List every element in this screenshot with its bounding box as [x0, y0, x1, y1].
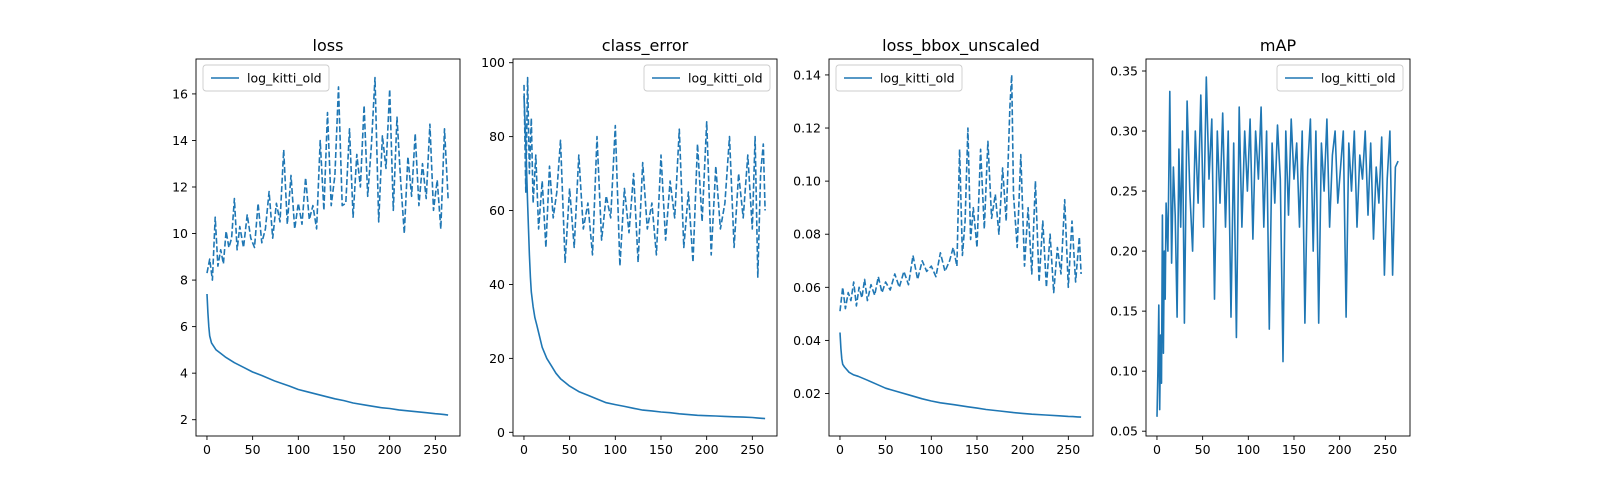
x-tick-label: 150: [332, 442, 356, 457]
plot-frame: [195, 58, 461, 437]
y-tick-label: 6: [180, 319, 188, 334]
x-tick-label: 200: [1011, 442, 1035, 457]
legend-label: log_kitti_old: [1321, 71, 1396, 86]
y-tick-label: 80: [489, 129, 505, 144]
plot-frame: [1145, 58, 1411, 437]
y-tick-label: 40: [489, 277, 505, 292]
legend-box: [835, 64, 963, 92]
y-tick-label: 0.20: [1110, 244, 1138, 259]
chart-title: class_error: [602, 36, 689, 56]
x-tick-label: 50: [878, 442, 894, 457]
y-tick-label: 16: [172, 86, 188, 101]
y-tick-label: 0.02: [793, 386, 821, 401]
x-tick-label: 0: [203, 442, 211, 457]
y-tick-label: 12: [172, 179, 188, 194]
series-line-dashed: [523, 76, 766, 278]
y-tick-label: 2: [180, 412, 188, 427]
series-line-dashed: [839, 74, 1082, 312]
x-tick-label: 0: [1153, 442, 1161, 457]
legend-label: log_kitti_old: [880, 71, 955, 86]
series-line-solid: [206, 293, 449, 416]
chart-panel-0: loss 0 50 100 150 200 250 2 4 6 8 10 12 14 16 log_kitti…: [172, 36, 461, 457]
x-tick-label: 250: [740, 442, 764, 457]
y-tick-label: 4: [180, 366, 188, 381]
x-tick-label: 200: [378, 442, 402, 457]
x-tick-label: 50: [245, 442, 261, 457]
x-tick-label: 250: [1056, 442, 1080, 457]
y-tick-label: 0.06: [793, 280, 821, 295]
x-tick-label: 100: [919, 442, 943, 457]
y-tick-label: 0: [497, 425, 505, 440]
y-tick-label: 10: [172, 226, 188, 241]
x-tick-label: 200: [695, 442, 719, 457]
y-tick-label: 8: [180, 273, 188, 288]
y-tick-label: 0.15: [1110, 304, 1138, 319]
legend: log_kitti_old: [835, 64, 963, 92]
y-tick-label: 0.30: [1110, 124, 1138, 139]
chart-panel-3: mAP 0 50 100 150 200 250 0.05 0.10 0.15 0.20 0.25 0.…: [1110, 36, 1411, 457]
x-tick-label: 50: [562, 442, 578, 457]
series-line-solid: [839, 332, 1082, 418]
legend-label: log_kitti_old: [688, 71, 763, 86]
x-tick-label: 100: [286, 442, 310, 457]
x-tick-label: 250: [423, 442, 447, 457]
y-tick-label: 0.05: [1110, 424, 1138, 439]
legend: log_kitti_old: [202, 64, 330, 92]
legend-box: [202, 64, 330, 92]
x-tick-label: 100: [603, 442, 627, 457]
series-line-solid: [523, 95, 766, 420]
x-tick-label: 250: [1373, 442, 1397, 457]
chart-panel-1: class_error 0 50 100 150 200 250 0 20 40 60 80 100 lo…: [481, 36, 778, 457]
legend-box: [643, 64, 771, 92]
y-tick-label: 100: [481, 55, 505, 70]
legend-label: log_kitti_old: [247, 71, 322, 86]
plot-frame: [512, 58, 778, 437]
plot-frame: [828, 58, 1094, 437]
x-tick-label: 150: [1282, 442, 1306, 457]
x-tick-label: 200: [1328, 442, 1352, 457]
y-tick-label: 20: [489, 351, 505, 366]
x-tick-label: 100: [1236, 442, 1260, 457]
x-tick-label: 150: [649, 442, 673, 457]
y-tick-label: 0.14: [793, 67, 821, 82]
chart-title: loss: [313, 36, 344, 55]
series-line-solid: [1156, 76, 1399, 417]
series-line-dashed: [206, 76, 449, 281]
x-tick-label: 50: [1195, 442, 1211, 457]
chart-title: loss_bbox_unscaled: [882, 36, 1040, 56]
y-tick-label: 60: [489, 203, 505, 218]
y-tick-label: 0.08: [793, 227, 821, 242]
chart-title: mAP: [1260, 36, 1297, 55]
y-tick-label: 0.25: [1110, 184, 1138, 199]
legend: log_kitti_old: [1276, 64, 1404, 92]
y-tick-label: 0.04: [793, 333, 821, 348]
y-tick-label: 0.10: [793, 174, 821, 189]
y-tick-label: 0.12: [793, 121, 821, 136]
y-tick-label: 0.35: [1110, 64, 1138, 79]
chart-panel-2: loss_bbox_unscaled 0 50 100 150 200 250 0.02 0.0…: [793, 36, 1094, 457]
legend-box: [1276, 64, 1404, 92]
y-tick-label: 14: [172, 133, 188, 148]
x-tick-label: 150: [965, 442, 989, 457]
y-tick-label: 0.10: [1110, 364, 1138, 379]
x-tick-label: 0: [520, 442, 528, 457]
legend: log_kitti_old: [643, 64, 771, 92]
x-tick-label: 0: [836, 442, 844, 457]
